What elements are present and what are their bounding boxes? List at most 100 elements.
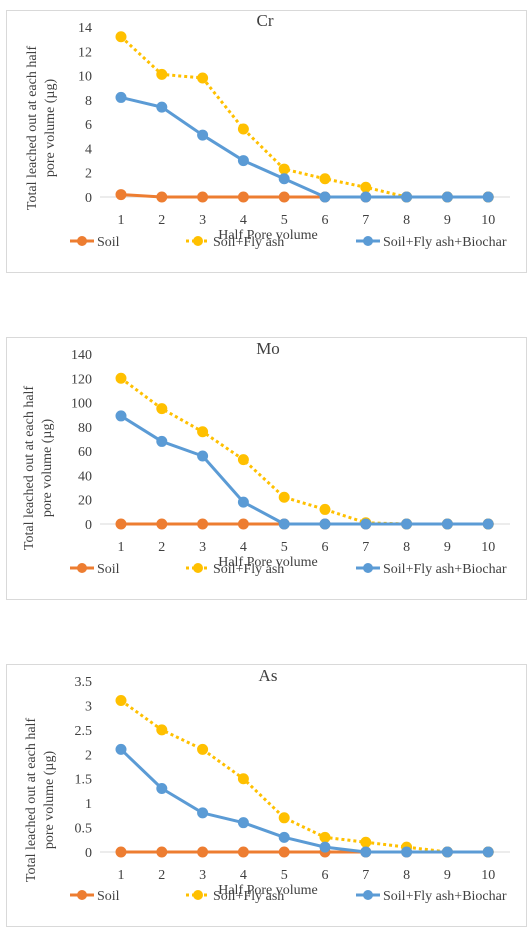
x-tick-label: 3	[199, 540, 206, 555]
x-tick-label: 5	[281, 868, 288, 883]
data-point	[278, 846, 290, 858]
data-point	[441, 191, 453, 203]
legend-marker	[193, 890, 203, 900]
data-point	[156, 403, 168, 415]
data-point	[237, 123, 249, 135]
legend-marker	[363, 563, 373, 573]
chart-frame	[6, 10, 527, 273]
y-tick-label: 0.5	[75, 822, 93, 837]
y-axis-title-line-2: pore volume (µg)	[40, 419, 55, 518]
y-tick-label: 60	[78, 445, 92, 460]
legend-item: Soil+Fly ash+Biochar	[356, 889, 507, 904]
y-tick-label: 140	[71, 348, 92, 363]
series-soil-fly-ash-biochar	[115, 410, 494, 530]
series-soil-fly-ash	[115, 695, 494, 858]
y-tick-label: 80	[78, 421, 92, 436]
legend-marker	[193, 563, 203, 573]
x-tick-label: 3	[199, 868, 206, 883]
x-tick-label: 1	[118, 868, 125, 883]
legend-item: Soil	[70, 562, 120, 577]
x-tick-label: 10	[481, 868, 495, 883]
data-point	[237, 454, 249, 466]
data-point	[197, 426, 209, 438]
x-axis-title: Half Pore volume	[218, 883, 318, 898]
legend-item: Soil+Fly ash	[186, 235, 284, 250]
data-point	[237, 155, 249, 167]
chart-as: 0 0.5 1 1.5 2 2.5 3 3.5 1 2 3 4 5 6 7 8 9 10 Half Pore vol…	[6, 664, 527, 927]
x-tick-label: 9	[444, 213, 451, 228]
x-tick-label: 10	[481, 540, 495, 555]
legend-item: Soil+Fly ash	[186, 562, 284, 577]
data-point	[197, 72, 209, 84]
data-point	[360, 846, 372, 858]
x-tick-label: 9	[444, 868, 451, 883]
data-point	[197, 191, 209, 203]
legend-label: Soil	[97, 889, 120, 904]
legend-marker	[77, 890, 87, 900]
y-axis-title: Total leached out at each half pore volum…	[22, 386, 55, 551]
data-point	[360, 191, 372, 203]
data-point	[197, 450, 209, 462]
y-tick-label: 100	[71, 397, 92, 412]
data-point	[197, 518, 209, 530]
x-tick-label: 5	[281, 213, 288, 228]
data-point	[278, 831, 290, 843]
legend-label: Soil+Fly ash	[213, 889, 284, 904]
legend-label: Soil+Fly ash	[213, 562, 284, 577]
data-point	[156, 191, 168, 203]
legend-item: Soil	[70, 235, 120, 250]
x-tick-label: 4	[240, 540, 247, 555]
y-tick-label: 12	[78, 45, 92, 60]
data-point	[360, 836, 372, 848]
x-tick-label: 10	[481, 213, 495, 228]
data-point	[156, 435, 168, 447]
series-line	[119, 748, 489, 854]
data-point	[278, 518, 290, 530]
y-tick-label: 40	[78, 469, 92, 484]
data-point	[401, 191, 413, 203]
data-point	[237, 191, 249, 203]
data-point	[319, 831, 331, 843]
x-tick-label: 4	[240, 868, 247, 883]
legend-item: Soil+Fly ash+Biochar	[356, 235, 507, 250]
y-tick-label: 14	[78, 21, 92, 36]
data-point	[115, 31, 127, 43]
data-point	[115, 743, 127, 755]
data-point	[156, 101, 168, 113]
y-tick-label: 1.5	[75, 773, 93, 788]
legend-item: Soil+Fly ash+Biochar	[356, 562, 507, 577]
y-axis-title: Total leached out at each half pore volum…	[24, 718, 57, 883]
x-tick-label: 6	[322, 540, 329, 555]
data-point	[197, 129, 209, 141]
y-tick-label: 120	[71, 372, 92, 387]
y-tick-label: 20	[78, 494, 92, 509]
data-point	[156, 68, 168, 80]
x-tick-label: 7	[362, 868, 369, 883]
data-point	[278, 812, 290, 824]
data-point	[441, 846, 453, 858]
data-point	[401, 518, 413, 530]
data-point	[115, 695, 127, 707]
x-tick-label: 8	[403, 540, 410, 555]
chart-frame	[6, 337, 527, 600]
y-axis-title-line-1: Total leached out at each half	[25, 46, 40, 211]
x-tick-label: 8	[403, 213, 410, 228]
data-point	[360, 181, 372, 193]
legend-marker	[193, 236, 203, 246]
data-point	[237, 817, 249, 829]
y-tick-label: 6	[85, 118, 92, 133]
x-tick-label: 2	[158, 868, 165, 883]
data-point	[156, 518, 168, 530]
chart-mo: 0 20 40 60 80 100 120 140 1 2 3 4 5 6 7 8 9 10 Half Pore v…	[6, 337, 527, 600]
data-point	[278, 191, 290, 203]
data-point	[115, 518, 127, 530]
y-tick-label: 0	[85, 191, 92, 206]
x-tick-label: 8	[403, 868, 410, 883]
y-axis-title-line-1: Total leached out at each half	[24, 718, 39, 883]
data-point	[319, 518, 331, 530]
data-point	[115, 91, 127, 103]
y-axis-title-line-1: Total leached out at each half	[22, 386, 37, 551]
data-point	[156, 846, 168, 858]
series-line	[120, 414, 489, 526]
